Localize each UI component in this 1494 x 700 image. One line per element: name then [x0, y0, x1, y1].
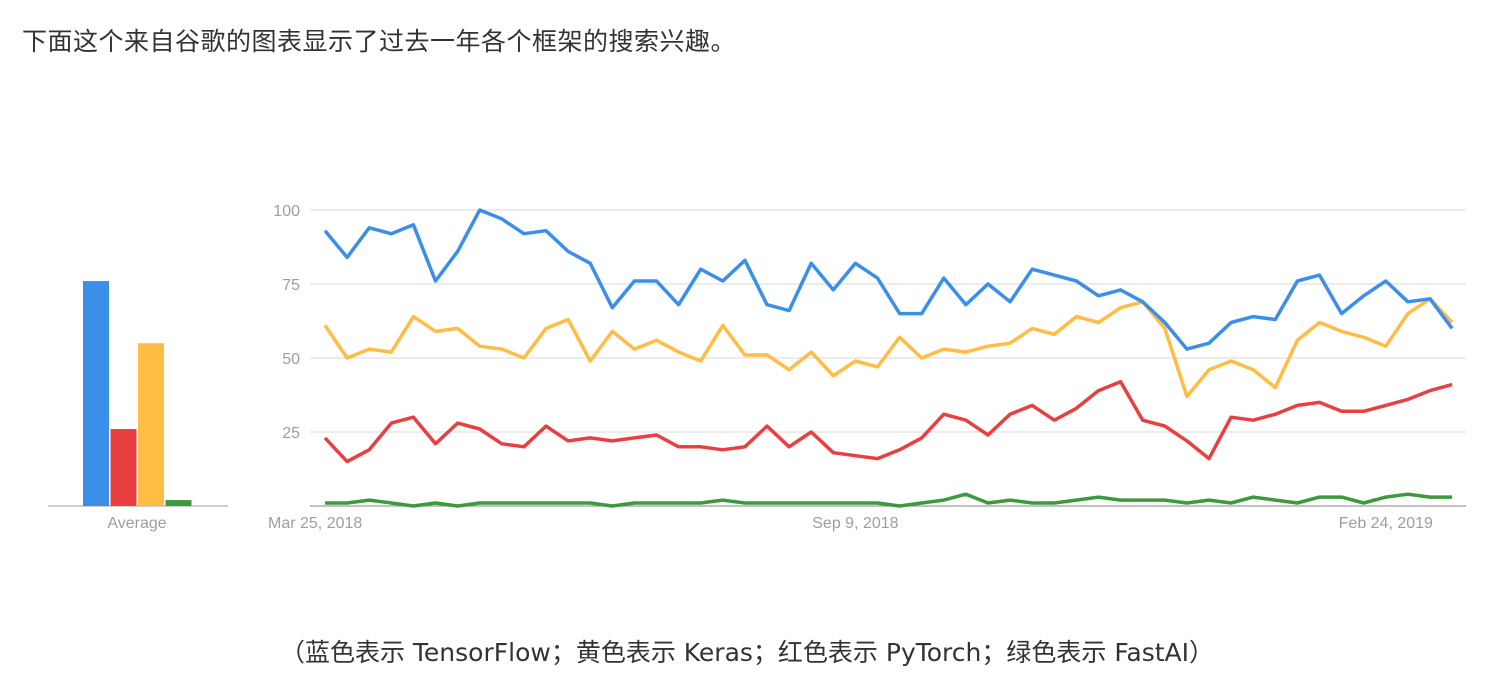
average-bar [110, 429, 137, 506]
average-bar-chart: Average [48, 281, 228, 532]
x-tick-label: Sep 9, 2018 [812, 515, 898, 532]
y-axis-ticks: 100 75 50 25 [273, 203, 300, 442]
line-series-0 [323, 208, 1454, 351]
intro-text: 下面这个来自谷歌的图表显示了过去一年各个框架的搜索兴趣。 [22, 27, 737, 56]
line-series-1 [323, 297, 1454, 399]
average-bar [165, 500, 192, 506]
line-series-2 [323, 379, 1453, 464]
x-axis-ticks: Mar 25, 2018 Sep 9, 2018 Feb 24, 2019 [268, 515, 1433, 532]
line-series-3 [325, 492, 1453, 508]
average-bar [138, 343, 164, 506]
x-tick-label: Feb 24, 2019 [1339, 515, 1433, 532]
y-tick-label: 25 [282, 425, 300, 442]
y-tick-label: 50 [282, 351, 300, 368]
avg-category-label: Average [107, 515, 166, 532]
y-tick-label: 75 [282, 277, 300, 294]
x-tick-label: Mar 25, 2018 [268, 515, 362, 532]
average-bar [83, 281, 109, 506]
y-tick-label: 100 [273, 203, 300, 220]
line-series [323, 208, 1454, 508]
search-interest-chart: Average 100 75 50 25 Mar 25, 2018 Sep 9, 201… [48, 203, 1466, 532]
gridlines [310, 209, 1466, 507]
legend-caption: （蓝色表示 TensorFlow；黄色表示 Keras；红色表示 PyTorch… [279, 638, 1215, 667]
